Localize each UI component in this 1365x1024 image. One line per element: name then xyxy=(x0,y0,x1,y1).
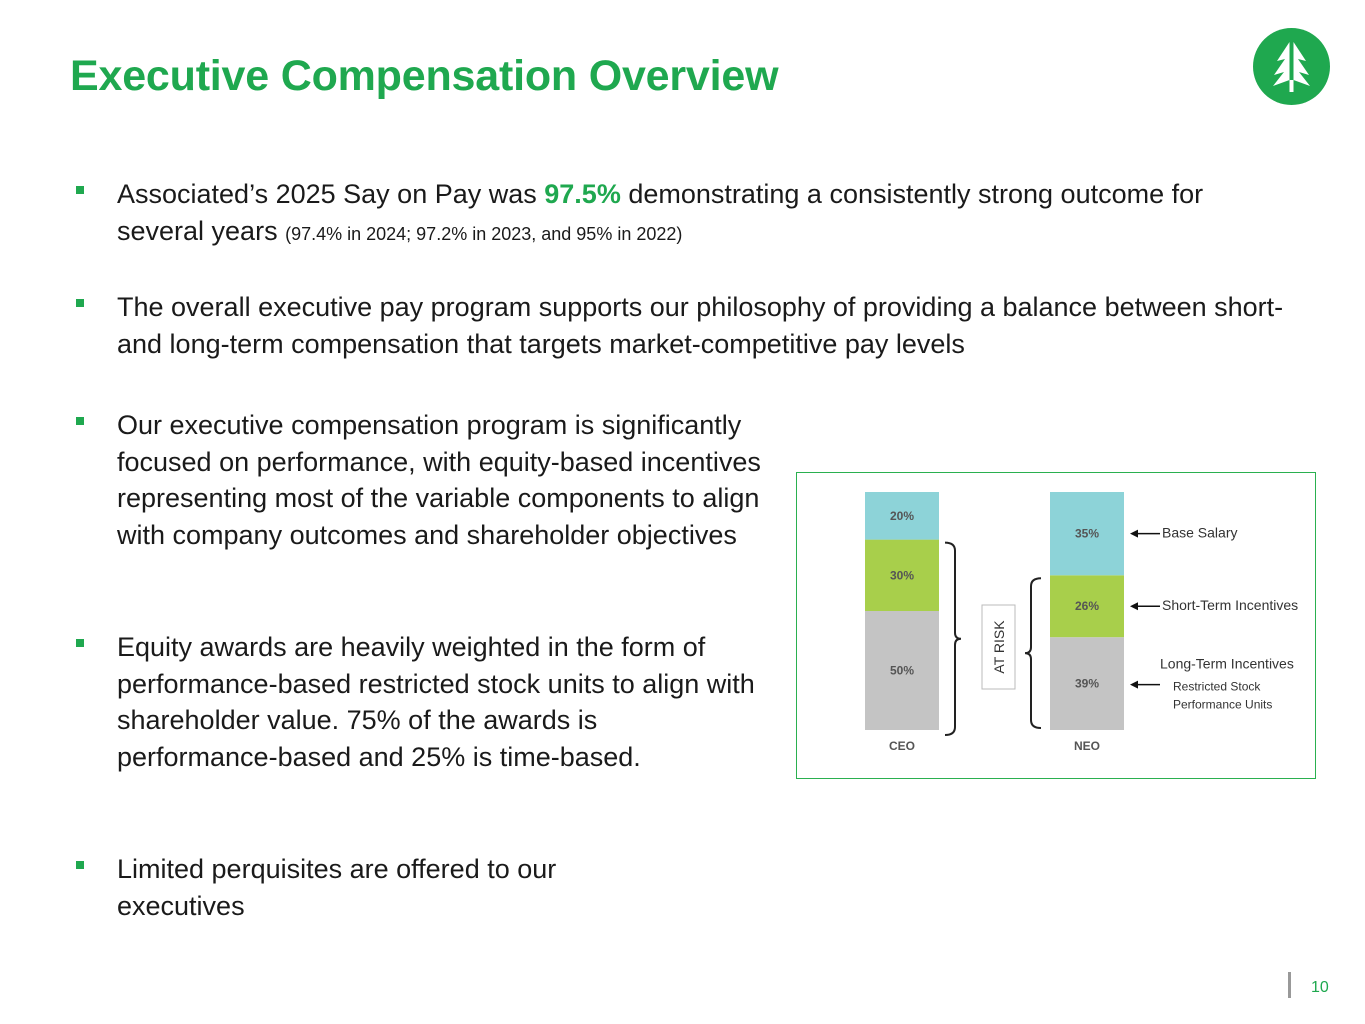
page-number-divider xyxy=(1288,972,1291,998)
bullet-say-on-pay: Associated’s 2025 Say on Pay was 97.5% d… xyxy=(75,176,1315,252)
legend-sublabel: Restricted Stock xyxy=(1173,680,1261,694)
say-on-pay-history: (97.4% in 2024; 97.2% in 2023, and 95% i… xyxy=(285,223,683,244)
bar-ceo-base-salary xyxy=(865,492,939,540)
at-risk-box xyxy=(981,604,1016,690)
bullet-marker xyxy=(76,186,84,194)
bullet-performance-focus: Our executive compensation program is si… xyxy=(75,407,1315,553)
bullet-marker xyxy=(76,861,84,869)
bar-neo-short-term-incentives xyxy=(1050,575,1124,638)
equity-awards-text: Equity awards are heavily weighted in th… xyxy=(117,632,755,772)
pay-mix-chart-svg: 50% 30% 20% CEO 39% 26% 35% NEO AT RISK Base Sala… xyxy=(865,492,1298,753)
say-on-pay-percent: 97.5% xyxy=(544,179,621,209)
at-risk-bracket-neo xyxy=(1024,577,1042,729)
at-risk-bracket-ceo xyxy=(944,541,962,736)
say-on-pay-text-after: demonstrating a consistently strong outc… xyxy=(117,179,1204,246)
legend-short-term-incentives: Short-Term Incentives xyxy=(1162,597,1298,613)
bar-neo-base-salary xyxy=(1050,492,1124,576)
page-number: 10 xyxy=(1311,979,1329,996)
data-label: 50% xyxy=(890,664,914,678)
legend-base-salary: Base Salary xyxy=(1162,525,1237,541)
bullet-marker xyxy=(76,417,84,425)
legend-arrow-head xyxy=(1130,602,1138,611)
data-label: 20% xyxy=(890,509,914,523)
say-on-pay-text: Associated’s 2025 Say on Pay was xyxy=(117,179,545,209)
bullet-perquisites: Limited perquisites are offered to our e… xyxy=(75,851,1315,924)
legend-arrow-head xyxy=(1130,529,1138,538)
bar-ceo-long-term-incentives xyxy=(865,611,939,730)
pay-mix-chart: 50% 30% 20% CEO 39% 26% 35% NEO AT RISK Base Sala… xyxy=(796,472,1316,779)
category-label-neo: NEO xyxy=(1074,739,1100,753)
perquisites-text: Limited perquisites are offered to our e… xyxy=(117,854,557,921)
at-risk-label: AT RISK xyxy=(991,620,1007,674)
legend-long-term-incentives: Long-Term Incentives xyxy=(1160,656,1294,672)
bar-neo-long-term-incentives xyxy=(1050,637,1124,730)
category-label-ceo: CEO xyxy=(889,739,915,753)
tree-logo-icon xyxy=(1253,28,1330,105)
data-label: 26% xyxy=(1075,599,1099,613)
bullet-marker xyxy=(76,639,84,647)
bullet-pay-program: The overall executive pay program suppor… xyxy=(75,289,1315,362)
performance-focus-text: Our executive compensation program is si… xyxy=(117,410,761,550)
page-title: Executive Compensation Overview xyxy=(70,52,779,100)
bar-ceo-short-term-incentives xyxy=(865,539,939,611)
legend-sublabel: Performance Units xyxy=(1173,698,1272,712)
legend-arrow-head xyxy=(1130,680,1138,689)
pay-program-text: The overall executive pay program suppor… xyxy=(117,292,1284,359)
data-label: 39% xyxy=(1075,677,1099,691)
bullet-equity-awards: Equity awards are heavily weighted in th… xyxy=(75,629,1315,775)
bullet-marker xyxy=(76,299,84,307)
data-label: 35% xyxy=(1075,527,1099,541)
data-label: 30% xyxy=(890,568,914,582)
